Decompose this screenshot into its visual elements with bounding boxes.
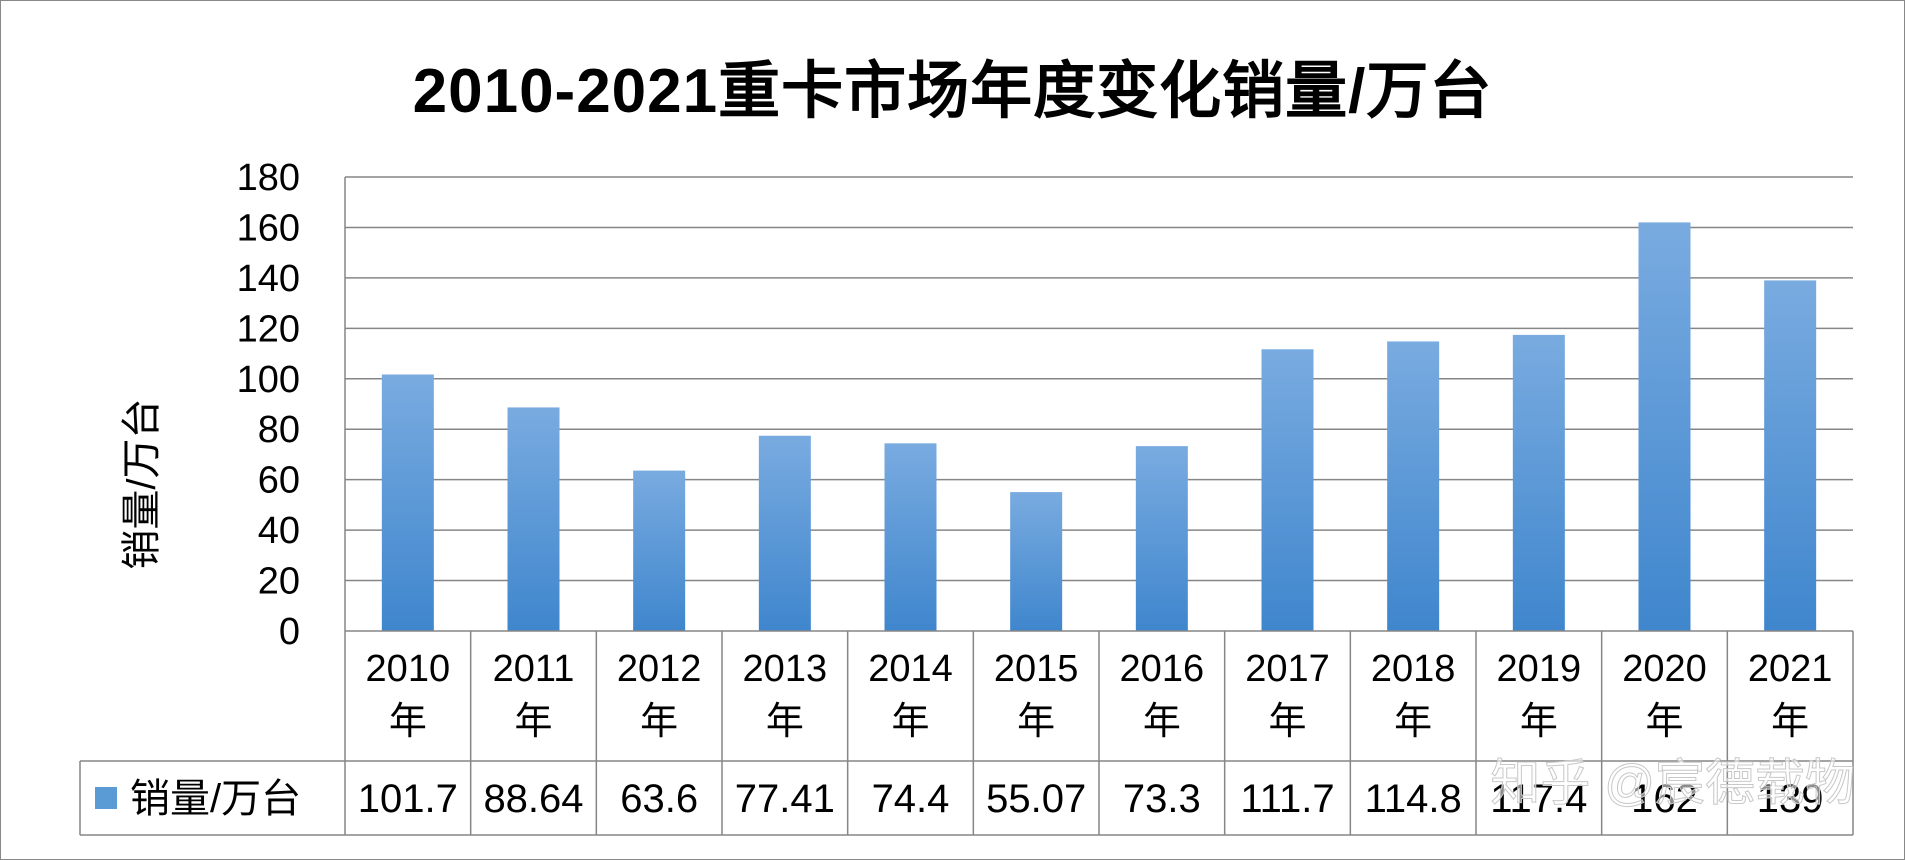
x-tick-label: 2010 — [366, 648, 451, 690]
y-tick-label: 160 — [237, 207, 300, 249]
legend-label: 销量/万台 — [130, 777, 301, 821]
bar — [1764, 280, 1817, 631]
y-tick-label: 80 — [258, 409, 300, 451]
x-tick-label-suffix: 年 — [891, 701, 929, 743]
x-tick-label-suffix: 年 — [640, 701, 678, 743]
gridlines — [345, 176, 1853, 582]
legend-swatch — [95, 787, 117, 809]
bar — [758, 435, 811, 631]
x-tick-label: 2012 — [617, 648, 702, 690]
x-tick-label: 2019 — [1497, 648, 1582, 690]
x-tick-label-suffix: 年 — [1017, 701, 1055, 743]
y-tick-label: 40 — [258, 510, 300, 552]
x-tick-label: 2011 — [493, 648, 575, 690]
data-label: 55.07 — [986, 777, 1086, 821]
x-tick-label: 2013 — [743, 648, 828, 690]
bar — [1010, 492, 1063, 631]
x-tick-label: 2016 — [1120, 648, 1205, 690]
legend: 销量/万台 — [95, 777, 301, 821]
data-label: 88.64 — [483, 777, 583, 821]
data-label: 101.7 — [358, 777, 458, 821]
chart-title: 2010-2021重卡市场年度变化销量/万台 — [412, 57, 1493, 126]
x-tick-label-suffix: 年 — [514, 701, 552, 743]
y-tick-label: 140 — [237, 258, 300, 300]
y-tick-label: 60 — [258, 460, 300, 502]
bar — [884, 443, 937, 631]
x-tick-label-suffix: 年 — [1771, 701, 1809, 743]
x-tick-label-suffix: 年 — [1645, 701, 1683, 743]
data-label: 114.8 — [1365, 777, 1462, 821]
y-axis-ticks: 0 20 40 60 80 100 120 140 160 180 — [237, 157, 300, 653]
bar — [1135, 446, 1188, 631]
x-tick-label-suffix: 年 — [1143, 701, 1181, 743]
bar — [507, 407, 560, 631]
bar — [381, 374, 434, 631]
y-tick-label: 0 — [279, 611, 300, 653]
data-label: 111.7 — [1240, 777, 1334, 821]
x-tick-label-suffix: 年 — [1268, 701, 1306, 743]
bar — [633, 470, 686, 631]
data-label: 74.4 — [872, 777, 950, 821]
data-label: 77.41 — [735, 777, 835, 821]
bar — [1261, 349, 1314, 631]
x-tick-label: 2014 — [868, 648, 953, 690]
watermark: 知乎 @宸德载物 — [1490, 755, 1855, 811]
bar — [1638, 222, 1691, 631]
x-tick-label-suffix: 年 — [766, 701, 804, 743]
data-label: 63.6 — [620, 777, 698, 821]
bars — [381, 222, 1817, 631]
x-tick-label: 2021 — [1748, 648, 1833, 690]
y-tick-label: 180 — [237, 157, 300, 199]
data-label: 162 — [1631, 777, 1698, 821]
data-table: 2010 年 101.7 2011 年 88.64 2012 年 63.6 2013 年 77.41 2… — [79, 177, 1854, 836]
x-tick-label: 2015 — [994, 648, 1079, 690]
x-tick-label-suffix: 年 — [1394, 701, 1432, 743]
bar — [1387, 341, 1440, 631]
data-label: 73.3 — [1123, 777, 1201, 821]
y-tick-label: 120 — [237, 308, 300, 350]
x-tick-label: 2017 — [1245, 648, 1330, 690]
y-tick-label: 100 — [237, 359, 300, 401]
data-label: 139 — [1757, 777, 1824, 821]
data-label: 117.4 — [1490, 777, 1587, 821]
bar — [1512, 334, 1565, 631]
x-tick-label-suffix: 年 — [389, 701, 427, 743]
x-tick-label: 2018 — [1371, 648, 1456, 690]
x-tick-label-suffix: 年 — [1520, 701, 1558, 743]
y-tick-label: 20 — [258, 561, 300, 603]
x-tick-label: 2020 — [1622, 648, 1707, 690]
